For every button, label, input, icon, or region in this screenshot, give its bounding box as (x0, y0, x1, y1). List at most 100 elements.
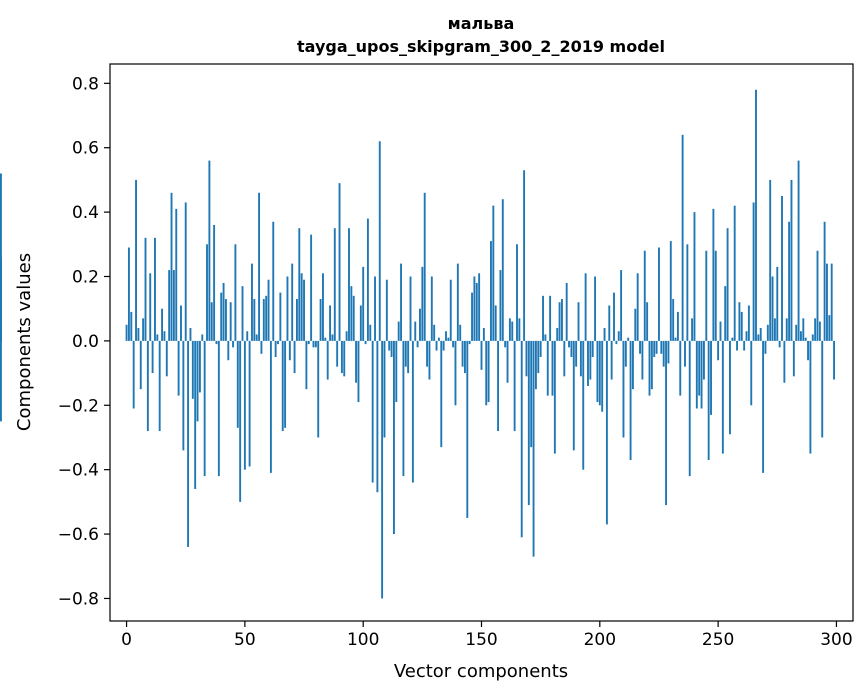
bar-0 (125, 324, 128, 341)
bar-240 (693, 212, 696, 341)
bar-163 (511, 321, 514, 341)
bar-130 (433, 324, 436, 341)
bar-218 (641, 340, 644, 380)
bar-282 (792, 340, 795, 377)
bar-undefined (0, 173, 2, 341)
bar-101 (364, 340, 367, 345)
bar-166 (518, 318, 521, 341)
bar-153 (487, 340, 490, 403)
bar-269 (762, 340, 765, 473)
bar-86 (329, 305, 331, 341)
bar-142 (461, 340, 464, 367)
bar-209 (620, 270, 623, 341)
bar-186 (565, 282, 568, 341)
bar-156 (494, 305, 497, 341)
bar-20 (172, 270, 175, 341)
plot-frame (109, 63, 854, 622)
bar-150 (480, 340, 483, 370)
y-tick-label: −0.4 (58, 461, 99, 481)
bar-91 (340, 340, 343, 374)
bar-122 (414, 321, 417, 341)
bar-64 (277, 340, 279, 345)
bar-185 (563, 340, 566, 377)
bar-172 (532, 340, 535, 557)
bar-237 (686, 244, 689, 341)
y-tick-label: −0.2 (58, 396, 99, 416)
bar-152 (485, 340, 488, 406)
bar-174 (537, 340, 540, 374)
bar-121 (411, 340, 414, 483)
y-tick-label: 0.4 (72, 203, 99, 223)
bar-296 (826, 263, 828, 341)
bar-41 (222, 282, 225, 341)
bar-133 (440, 340, 443, 448)
bar-252 (721, 340, 724, 454)
bar-123 (416, 340, 419, 348)
bar-72 (295, 299, 298, 341)
bar-167 (520, 340, 523, 538)
bar-162 (508, 318, 511, 341)
bar-69 (288, 340, 291, 361)
bar-245 (705, 250, 708, 341)
bar-286 (802, 318, 805, 341)
bar-140 (456, 263, 459, 341)
bar-38 (215, 340, 218, 345)
bar-215 (634, 308, 637, 341)
bar-27 (189, 328, 192, 341)
bar-294 (821, 340, 824, 438)
bar-35 (208, 160, 211, 341)
bar-299 (833, 340, 836, 380)
bar-246 (707, 340, 710, 461)
bar-236 (684, 340, 686, 367)
bar-224 (655, 340, 658, 354)
bar-216 (636, 273, 639, 341)
bar-52 (248, 340, 251, 467)
bar-42 (225, 299, 227, 341)
bar-280 (788, 221, 791, 341)
bar-78 (310, 234, 313, 341)
bar-161 (506, 340, 509, 383)
bar-254 (726, 228, 729, 341)
bar-201 (601, 340, 604, 412)
bar-3 (132, 340, 135, 409)
x-tick-label: 200 (584, 630, 616, 650)
bar-149 (478, 273, 481, 341)
bar-275 (776, 266, 779, 341)
bar-60 (267, 279, 270, 341)
bar-88 (333, 228, 336, 341)
bar-189 (572, 340, 575, 451)
bar-179 (549, 295, 552, 341)
bar-51 (246, 331, 249, 341)
bar-158 (499, 270, 502, 341)
bar-93 (345, 331, 348, 341)
bar-260 (740, 311, 743, 341)
bar-198 (594, 276, 597, 341)
bar-102 (366, 218, 369, 341)
bar-243 (700, 340, 703, 409)
bar-233 (676, 311, 679, 341)
bar-48 (239, 340, 242, 502)
bar-194 (584, 273, 587, 341)
bar-31 (198, 340, 201, 393)
bar-225 (658, 247, 660, 341)
bar-264 (750, 340, 753, 406)
bar-241 (695, 340, 698, 409)
bar-248 (712, 208, 715, 341)
bar-79 (312, 340, 315, 348)
y-tick-label: −0.6 (58, 525, 99, 545)
bar-81 (317, 340, 320, 438)
bar-114 (395, 340, 398, 403)
bar-268 (759, 328, 762, 341)
bar-53 (251, 263, 253, 341)
bar-17 (165, 340, 168, 377)
bar-290 (811, 334, 814, 341)
bar-6 (139, 340, 142, 390)
bar-97 (355, 340, 358, 383)
bar-57 (260, 340, 263, 354)
bar-40 (220, 292, 223, 341)
bar-178 (546, 340, 549, 396)
bar-22 (177, 340, 180, 396)
bar-228 (665, 340, 668, 506)
bar-55 (255, 334, 258, 341)
bar-25 (184, 202, 187, 341)
